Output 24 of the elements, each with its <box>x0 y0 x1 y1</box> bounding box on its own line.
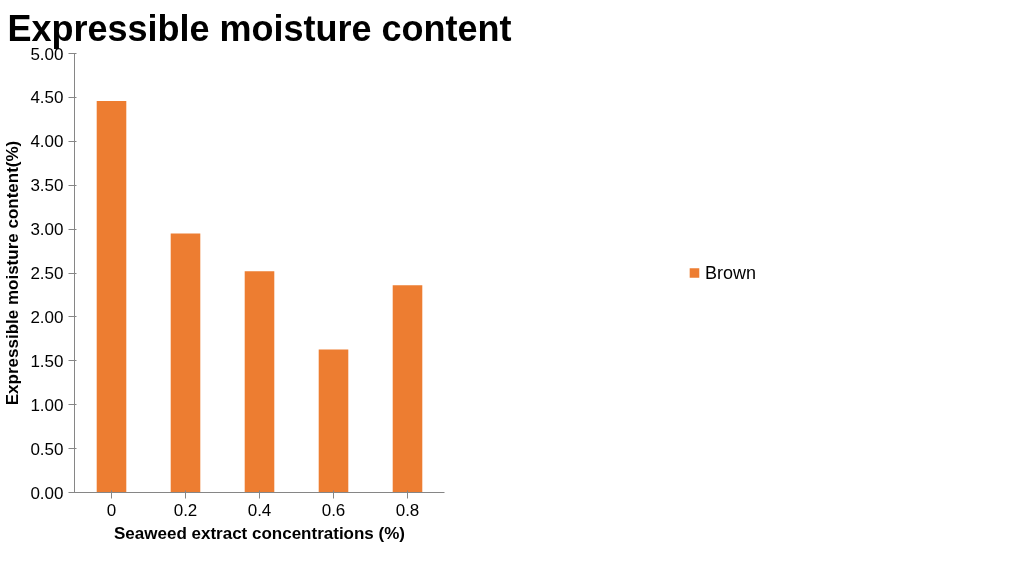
bar <box>392 285 423 493</box>
bar <box>96 100 127 493</box>
y-tick-label: 3.50 <box>30 176 64 196</box>
y-axis-title: Expressible moisture content(%) <box>3 140 23 406</box>
y-tick-label: 0.00 <box>30 483 64 503</box>
bar <box>244 271 275 493</box>
y-tick-label: 3.00 <box>30 220 64 240</box>
bar <box>318 349 349 493</box>
legend-label: Brown <box>704 262 757 283</box>
bar <box>170 233 201 493</box>
y-tick-label: 2.00 <box>30 307 64 327</box>
x-tick-label: 0 <box>106 500 117 520</box>
chart-title: Expressible moisture content <box>7 7 512 49</box>
x-tick-label: 0.6 <box>321 500 346 520</box>
y-tick-label: 4.00 <box>30 132 64 152</box>
y-tick-label: 1.50 <box>30 351 64 371</box>
x-tick-label: 0.8 <box>395 500 420 520</box>
y-tick-label: 2.50 <box>30 264 64 283</box>
x-axis-title: Seaweed extract concentrations (%) <box>114 523 405 543</box>
y-tick-label: 4.50 <box>30 88 64 108</box>
y-tick-label: 0.50 <box>30 439 64 459</box>
x-tick-label: 0.2 <box>173 500 198 520</box>
x-tick-label: 0.4 <box>247 500 272 520</box>
y-tick-label: 1.00 <box>30 395 64 415</box>
